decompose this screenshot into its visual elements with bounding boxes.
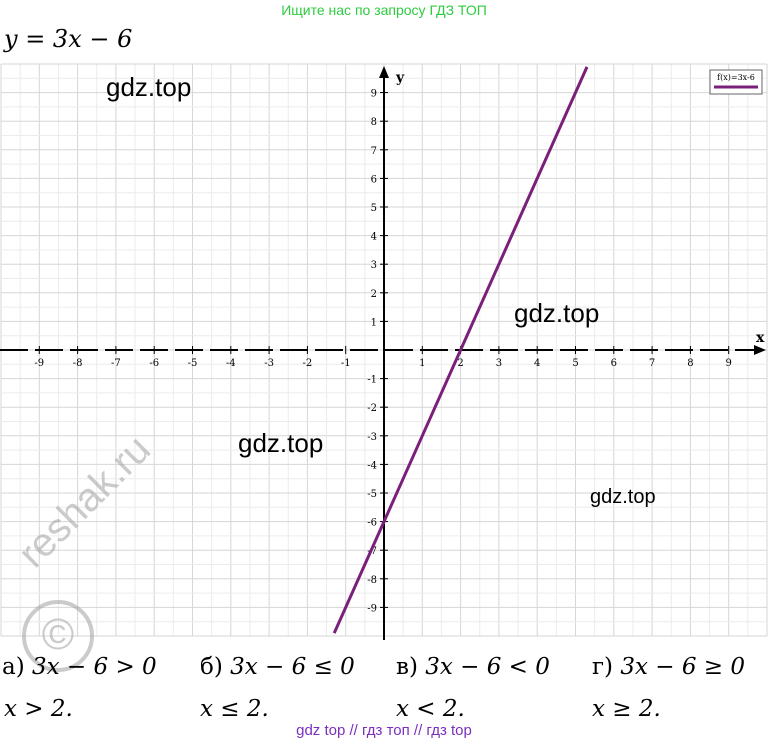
y-tick-label: -9 (367, 603, 377, 614)
answer-d-letter: г) (592, 654, 614, 680)
watermark-gdz-4: gdz.top (590, 486, 656, 508)
tick-labels: -9 -8 -7 -6 -5 -4 -3 -2 -1 1 2 3 4 5 6 7 8 9 9 8 7 6 5 4 3 2 1 -1 -2… (34, 89, 731, 615)
series-line-0 (332, 66, 589, 634)
answer-a-letter: а) (2, 654, 25, 680)
y-tick-label: -3 (367, 432, 377, 443)
answer-c-solution-text: x < 2. (396, 696, 465, 722)
x-tick-label: -2 (303, 358, 313, 369)
y-tick-label: -8 (367, 575, 377, 586)
y-tick-label: 5 (371, 203, 377, 214)
y-tick-label: 4 (371, 232, 377, 243)
x-tick-label: 1 (419, 358, 425, 369)
answer-c-solution: x < 2. (396, 696, 465, 722)
axes: xy (0, 66, 766, 640)
answer-d-solution: x ≥ 2. (592, 696, 661, 722)
x-tick-label: 8 (687, 358, 693, 369)
answer-b-solution-text: x ≤ 2. (200, 696, 269, 722)
legend-entry-label: f(x)=3x-6 (717, 73, 755, 82)
answer-a-solution: x > 2. (4, 696, 73, 722)
y-tick-label: 6 (371, 174, 377, 185)
legend: f(x)=3x-6 (709, 69, 763, 95)
x-tick-label: 6 (611, 358, 617, 369)
answer-a-solution-text: x > 2. (4, 696, 73, 722)
answer-c-letter: в) (396, 654, 418, 680)
y-axis-arrow (379, 66, 389, 78)
answer-b-expr: 3x − 6 ≤ 0 (230, 654, 355, 680)
x-axis-label: x (756, 330, 765, 346)
y-tick-label: -6 (367, 518, 377, 529)
y-tick-label: 2 (371, 289, 377, 300)
y-tick-label: 9 (371, 89, 377, 100)
answer-a-expr: 3x − 6 > 0 (32, 654, 157, 680)
answer-b-solution: x ≤ 2. (200, 696, 269, 722)
x-tick-label: -1 (341, 358, 351, 369)
answer-d-inequality: г) 3x − 6 ≥ 0 (592, 654, 745, 680)
x-tick-label: 3 (496, 358, 502, 369)
watermark-gdz-3: gdz.top (238, 428, 324, 458)
y-axis-label: y (395, 70, 405, 86)
x-tick-label: 9 (726, 358, 732, 369)
x-tick-label: 4 (534, 358, 540, 369)
x-tick-label: -3 (264, 358, 274, 369)
x-tick-label: -9 (34, 358, 44, 369)
x-tick-label: 5 (572, 358, 578, 369)
y-tick-label: 7 (371, 146, 377, 157)
answer-d-solution-text: x ≥ 2. (592, 696, 661, 722)
y-tick-label: 8 (371, 117, 377, 128)
x-tick-label: -8 (73, 358, 83, 369)
legend-box (709, 69, 763, 95)
series-lines (332, 66, 589, 634)
answer-a-inequality: а) 3x − 6 > 0 (2, 654, 157, 680)
y-tick-label: -1 (367, 375, 377, 386)
answer-b-inequality: б) 3x − 6 ≤ 0 (200, 654, 355, 680)
equation-title: y = 3x − 6 (4, 25, 133, 53)
watermark-gdz-1: gdz.top (106, 72, 192, 102)
x-tick-label: -7 (111, 358, 121, 369)
x-axis-arrow (754, 345, 766, 355)
answer-d-expr: 3x − 6 ≥ 0 (620, 654, 746, 680)
watermark-gdz-2: gdz.top (514, 298, 600, 328)
x-tick-label: -4 (226, 358, 236, 369)
answer-c-inequality: в) 3x − 6 < 0 (396, 654, 550, 680)
function-graph: xy -9 -8 -7 -6 -5 -4 -3 -2 -1 1 2 3 4 5 6 7 8 9987654321-… (0, 63, 768, 640)
y-tick-label: -5 (367, 489, 377, 500)
answer-c-expr: 3x − 6 < 0 (425, 654, 550, 680)
y-tick-label: 3 (371, 260, 377, 271)
x-tick-label: 7 (649, 358, 655, 369)
bottom-banner: gdz top // гдз топ // гдз top (296, 722, 472, 739)
y-tick-label: -4 (367, 460, 377, 471)
top-banner: Ищите нас по запросу ГДЗ ТОП (281, 2, 487, 18)
answer-b-letter: б) (200, 654, 223, 680)
y-tick-label: -2 (367, 403, 377, 414)
copyright-icon: © (22, 600, 94, 672)
x-tick-label: -6 (149, 358, 159, 369)
x-tick-label: -5 (188, 358, 198, 369)
y-tick-label: 1 (371, 317, 377, 328)
x-tick-label: 2 (457, 358, 463, 369)
